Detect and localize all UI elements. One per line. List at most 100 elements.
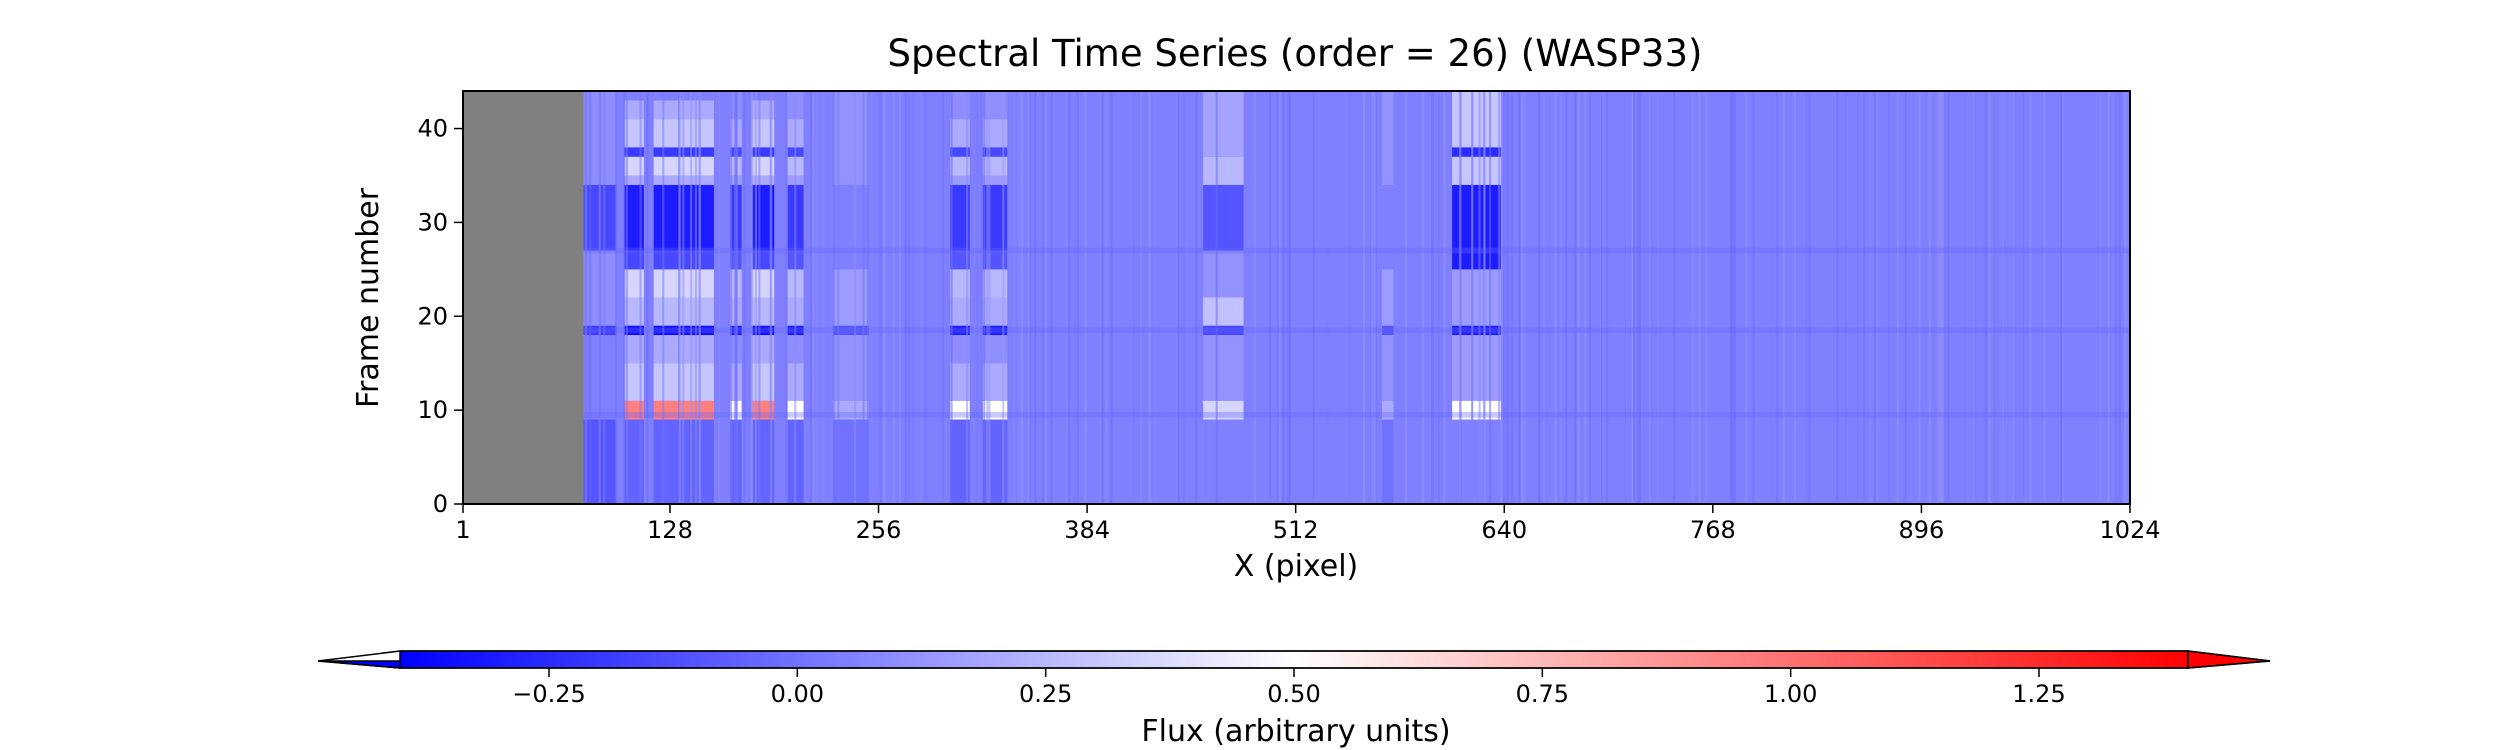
heatmap-texture <box>1518 91 1521 504</box>
heatmap-cell <box>751 335 775 364</box>
heatmap-texture <box>1702 91 1705 504</box>
heatmap-texture <box>1799 91 1802 504</box>
heatmap-texture <box>2114 91 2117 504</box>
heatmap-texture <box>1585 91 1588 504</box>
heatmap-texture <box>1768 91 1771 504</box>
heatmap-texture <box>1745 91 1748 504</box>
x-tick-label: 512 <box>1273 516 1319 544</box>
heatmap-texture <box>1521 91 1524 504</box>
heatmap-texture <box>1068 91 1071 504</box>
heatmap-texture <box>583 247 2130 254</box>
heatmap-texture <box>1869 91 1872 504</box>
heatmap-texture <box>1471 91 1474 504</box>
heatmap-texture <box>1375 91 1378 504</box>
x-tick-label: 384 <box>1064 516 1110 544</box>
colorbar-tick-label: 1.00 <box>1764 680 1817 708</box>
heatmap-cell <box>624 400 644 420</box>
y-tick-label: 40 <box>417 115 448 143</box>
heatmap-cell <box>751 184 775 251</box>
heatmap-cell <box>624 156 644 176</box>
heatmap-texture <box>1034 91 1037 504</box>
heatmap-texture <box>1099 91 1102 504</box>
heatmap-texture <box>1110 91 1113 504</box>
heatmap-texture <box>1656 91 1659 504</box>
heatmap-cell <box>751 325 775 336</box>
heatmap-texture <box>1002 91 1005 504</box>
heatmap-texture <box>730 91 733 504</box>
heatmap-cell <box>1202 325 1244 336</box>
heatmap-texture <box>920 91 923 504</box>
heatmap-cell <box>751 269 775 298</box>
heatmap-texture <box>646 91 649 504</box>
colorbar-gradient <box>399 650 2189 669</box>
x-tick-label: 1 <box>455 516 470 544</box>
heatmap-texture <box>603 91 606 504</box>
heatmap-texture <box>1065 91 1068 504</box>
heatmap-texture <box>1673 91 1676 504</box>
heatmap-texture <box>1964 91 1967 504</box>
heatmap-texture <box>1957 91 1960 504</box>
colorbar-tick-label: 0.50 <box>1267 680 1320 708</box>
heatmap-texture <box>1404 91 1407 504</box>
heatmap-texture <box>1584 91 1587 504</box>
heatmap-texture <box>1904 91 1907 504</box>
heatmap-cell <box>751 419 775 504</box>
heatmap-texture <box>1638 91 1641 504</box>
heatmap-texture <box>1794 91 1797 504</box>
heatmap-texture <box>1984 91 1987 504</box>
heatmap-cell <box>1382 419 1394 504</box>
heatmap-cell <box>624 91 644 101</box>
heatmap-texture <box>822 91 825 504</box>
heatmap-texture <box>912 91 915 504</box>
heatmap-texture <box>1529 91 1532 504</box>
heatmap-texture <box>1939 91 1942 504</box>
heatmap-texture <box>1177 91 1180 504</box>
heatmap-cell <box>751 147 775 157</box>
heatmap-texture <box>1776 91 1779 504</box>
heatmap-texture <box>1928 91 1931 504</box>
heatmap-texture <box>785 91 788 504</box>
heatmap-cell <box>624 184 644 251</box>
x-tick-label: 640 <box>1481 516 1527 544</box>
heatmap-texture <box>1286 91 1289 504</box>
heatmap-texture <box>1913 91 1916 504</box>
heatmap-texture <box>1918 91 1921 504</box>
heatmap-texture <box>1554 91 1557 504</box>
heatmap-texture <box>1105 91 1108 504</box>
heatmap-cell <box>1382 91 1394 185</box>
heatmap-cell <box>950 269 970 298</box>
heatmap-texture <box>1542 91 1545 504</box>
heatmap-texture <box>1569 91 1572 504</box>
heatmap-texture <box>1175 91 1178 504</box>
heatmap-cell <box>832 325 869 336</box>
heatmap-cell <box>624 119 644 148</box>
heatmap <box>463 91 2130 504</box>
heatmap-texture <box>1154 91 1157 504</box>
heatmap-cell <box>1202 184 1244 251</box>
heatmap-cell <box>751 100 775 120</box>
heatmap-texture <box>986 91 989 504</box>
heatmap-texture <box>2060 91 2063 504</box>
x-axis-ticks: 1 128 256 384 512 640 768 896 1024 <box>455 504 2161 544</box>
heatmap-cell <box>751 400 775 420</box>
heatmap-cell <box>950 297 970 326</box>
heatmap-texture <box>1973 91 1976 504</box>
heatmap-cell <box>751 119 775 148</box>
heatmap-cell <box>1382 335 1394 401</box>
heatmap-texture <box>2029 91 2032 504</box>
heatmap-texture <box>976 91 979 504</box>
heatmap-texture <box>2062 91 2065 504</box>
heatmap-texture <box>1633 91 1636 504</box>
heatmap-texture <box>837 91 840 504</box>
heatmap-texture <box>1076 91 1079 504</box>
heatmap-texture <box>1497 91 1500 504</box>
heatmap-texture <box>1370 91 1373 504</box>
heatmap-texture <box>1897 91 1900 504</box>
heatmap-texture <box>1288 91 1291 504</box>
heatmap-cell <box>950 119 970 148</box>
heatmap-texture <box>1731 91 1734 504</box>
heatmap-texture <box>2025 91 2028 504</box>
heatmap-texture <box>1548 91 1551 504</box>
heatmap-texture <box>794 91 797 504</box>
